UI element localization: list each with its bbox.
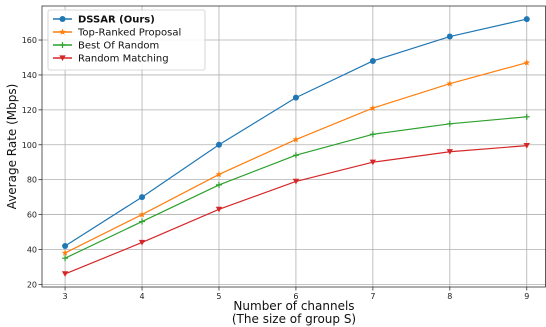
y-tick-label: 100 — [22, 141, 37, 150]
data-point — [446, 149, 454, 155]
data-point — [292, 94, 299, 101]
data-point — [292, 152, 299, 159]
series-group — [62, 16, 530, 249]
data-point — [138, 239, 146, 246]
data-point — [523, 113, 530, 120]
legend-box — [47, 9, 206, 71]
x-axis-label: Number of channels — [233, 299, 354, 313]
legend-marker — [59, 55, 66, 61]
data-point — [523, 143, 530, 149]
x-tick-label: 5 — [216, 292, 221, 301]
legend-item: Best Of Random — [53, 41, 159, 52]
legend-items: DSSAR (Ours) Top-Ranked Proposal Best Of R… — [53, 15, 181, 65]
series-group — [61, 143, 530, 277]
data-point — [215, 206, 223, 213]
data-point — [523, 16, 530, 23]
data-point — [292, 136, 300, 143]
series-lines — [61, 16, 531, 277]
legend-label: DSSAR (Ours) — [78, 15, 155, 26]
data-point — [62, 242, 69, 249]
data-point — [369, 131, 376, 138]
y-tick-label: 140 — [22, 71, 37, 80]
y-tick-label: 80 — [27, 176, 37, 185]
y-tick-label: 40 — [27, 245, 37, 254]
data-point — [446, 80, 454, 87]
legend-label: Random Matching — [78, 54, 169, 65]
data-point — [523, 59, 531, 66]
legend-item: Top-Ranked Proposal — [53, 28, 181, 39]
x-tick-label: 7 — [370, 292, 375, 301]
x-axis-label-line2: (The size of group S) — [232, 312, 356, 326]
x-tick-label: 6 — [293, 292, 298, 301]
data-point — [369, 159, 377, 166]
data-point — [369, 57, 376, 64]
x-tick-label: 4 — [139, 292, 144, 301]
data-point — [61, 249, 69, 256]
data-point — [446, 33, 453, 40]
legend-marker — [59, 16, 66, 22]
axis-ticks: 3 4 5 6 7 8 9 20 40 60 80 100 120 140 160 — [22, 36, 530, 301]
x-tick-label: 3 — [63, 292, 68, 301]
data-point — [292, 178, 300, 185]
y-tick-label: 20 — [27, 280, 37, 289]
series-group — [61, 59, 531, 256]
data-point — [139, 218, 146, 225]
series-group — [62, 113, 530, 262]
data-point — [62, 255, 69, 262]
legend-label: Top-Ranked Proposal — [77, 28, 181, 39]
data-point — [369, 104, 377, 111]
data-point — [215, 141, 222, 148]
data-point — [215, 170, 223, 178]
legend-item: DSSAR (Ours) — [53, 15, 155, 26]
legend-marker — [59, 28, 66, 35]
data-point — [138, 211, 146, 218]
legend-item: Random Matching — [53, 54, 169, 65]
data-point — [446, 120, 453, 127]
x-tick-label: 9 — [524, 292, 529, 301]
data-point — [215, 181, 222, 188]
data-point — [61, 271, 69, 277]
x-tick-label: 8 — [447, 292, 452, 301]
legend-label: Best Of Random — [78, 41, 159, 52]
y-axis-label: Average Rate (Mbps) — [5, 84, 19, 210]
y-tick-label: 60 — [27, 211, 37, 220]
y-tick-label: 120 — [22, 106, 37, 115]
legend: DSSAR (Ours) Top-Ranked Proposal Best Of R… — [47, 9, 206, 71]
data-point — [139, 194, 146, 201]
legend-marker — [59, 42, 66, 48]
y-tick-label: 160 — [22, 36, 37, 45]
